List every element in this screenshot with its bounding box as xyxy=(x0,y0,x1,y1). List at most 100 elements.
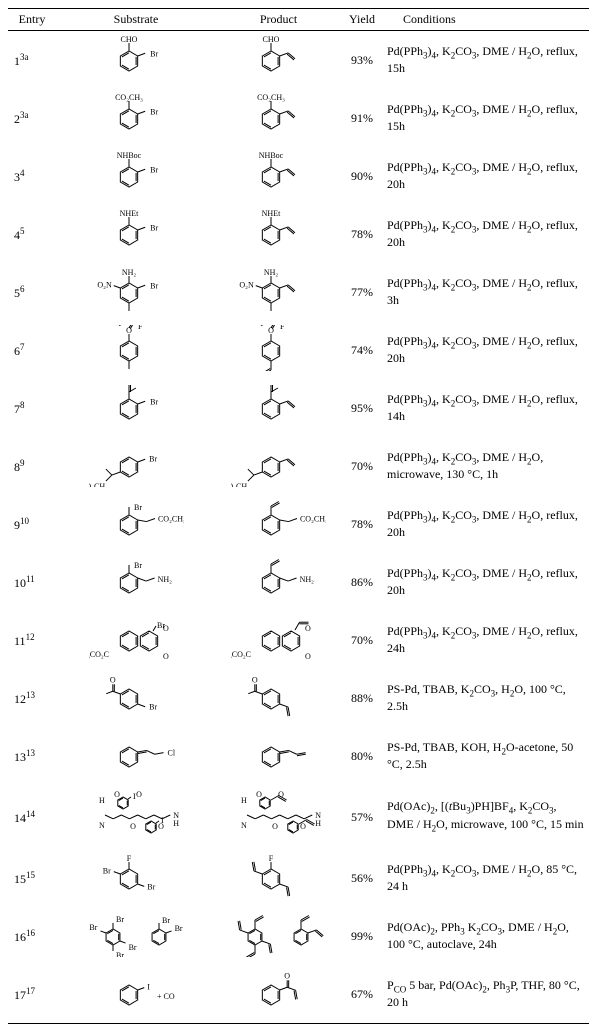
cell-substrate: I + CO xyxy=(56,965,216,1024)
svg-text:Br: Br xyxy=(128,943,136,952)
svg-text:O: O xyxy=(130,822,136,831)
table-row: 1011BrNH₂NH₂86%Pd(PPh3)4, K2CO3, DME / H… xyxy=(8,553,589,611)
svg-text:CO₂CH₃: CO₂CH₃ xyxy=(231,482,250,487)
svg-text:O: O xyxy=(114,790,120,799)
structure-substrate-icon: OBr xyxy=(89,383,184,429)
cell-product: O xyxy=(216,669,341,727)
svg-text:Br: Br xyxy=(150,281,158,290)
table-row: 34NHBocBrNHBoc90%Pd(PPh3)4, K2CO3, DME /… xyxy=(8,147,589,205)
cell-substrate: HNNHIIOOOO xyxy=(56,785,216,849)
cell-substrate: CO₂CH₃Br xyxy=(56,89,216,147)
structure-product-icon: NHBoc xyxy=(231,151,326,197)
table-body: 13aCHOBrCHO93%Pd(PPh3)4, K2CO3, DME / H2… xyxy=(8,31,589,1024)
svg-text:Br: Br xyxy=(150,49,158,58)
svg-text:O: O xyxy=(136,790,142,799)
structure-product-icon: CHO xyxy=(231,35,326,81)
cell-yield: 86% xyxy=(341,553,383,611)
svg-text:H₃CO₂C: H₃CO₂C xyxy=(231,650,251,659)
cell-entry: 1515 xyxy=(8,849,56,907)
cell-entry: 89 xyxy=(8,437,56,495)
cell-product: OFFF xyxy=(216,321,341,379)
cell-product: NHEt xyxy=(216,205,341,263)
svg-text:CO₂CH₃: CO₂CH₃ xyxy=(257,93,285,102)
cell-product: NH₂ xyxy=(216,553,341,611)
svg-text:Br: Br xyxy=(102,867,110,876)
structure-product-icon: CO₂CH₃ xyxy=(231,499,326,545)
svg-text:NH₂: NH₂ xyxy=(121,268,136,277)
svg-text:H: H xyxy=(315,819,321,828)
svg-text:Br: Br xyxy=(149,703,157,712)
structure-substrate-icon: I + CO xyxy=(89,969,184,1015)
svg-text:O₂N: O₂N xyxy=(239,281,254,290)
structure-product-icon: H₃CO₂COO xyxy=(231,615,326,661)
svg-text:Br: Br xyxy=(116,915,124,924)
svg-text:H₃CO₂C: H₃CO₂C xyxy=(89,650,109,659)
cell-yield: 99% xyxy=(341,907,383,965)
svg-text:NH₂: NH₂ xyxy=(300,575,315,584)
col-header-substrate: Substrate xyxy=(56,9,216,31)
cell-conditions: Pd(OAc)2, PPh3 K2CO3, DME / H2O, 100 °C,… xyxy=(383,907,589,965)
table-row: 23aCO₂CH₃BrCO₂CH₃91%Pd(PPh3)4, K2CO3, DM… xyxy=(8,89,589,147)
svg-text:O: O xyxy=(300,822,306,831)
table-row: 89BrCO₂CH₃CO₂CH₃70%Pd(PPh3)4, K2CO3, DME… xyxy=(8,437,589,495)
structure-product-icon: NHEt xyxy=(231,209,326,255)
cell-conditions: PS-Pd, TBAB, K2CO3, H2O, 100 °C, 2.5h xyxy=(383,669,589,727)
structure-product-icon: NH₂O₂NCO₂CH₃ xyxy=(231,267,326,313)
svg-text:CO₂CH₃: CO₂CH₃ xyxy=(157,514,183,523)
cell-substrate: NHBocBr xyxy=(56,147,216,205)
svg-text:N: N xyxy=(99,821,105,830)
cell-yield: 57% xyxy=(341,785,383,849)
structure-product-icon: OFFF xyxy=(231,325,326,371)
cell-substrate: Cl xyxy=(56,727,216,785)
structure-product-icon xyxy=(231,731,326,777)
svg-text:NH₂: NH₂ xyxy=(264,268,279,277)
svg-text:NH₂: NH₂ xyxy=(157,575,172,584)
table-row: 1616BrBrBrBrBrBr99%Pd(OAc)2, PPh3 K2CO3,… xyxy=(8,907,589,965)
cell-entry: 1414 xyxy=(8,785,56,849)
svg-text:O: O xyxy=(109,675,115,684)
cell-yield: 67% xyxy=(341,965,383,1024)
structure-substrate-icon: H₃CO₂COOBr xyxy=(89,615,184,661)
svg-text:CO₂CH₃: CO₂CH₃ xyxy=(115,312,143,313)
svg-text:Br: Br xyxy=(162,916,170,925)
cell-conditions: Pd(PPh3)4, K2CO3, DME / H2O, reflux, 15h xyxy=(383,89,589,147)
table-row: 910BrCO₂CH₃CO₂CH₃78%Pd(PPh3)4, K2CO3, DM… xyxy=(8,495,589,553)
cell-conditions: Pd(PPh3)4, K2CO3, DME / H2O, reflux, 14h xyxy=(383,379,589,437)
structure-product-icon: CO₂CH₃ xyxy=(231,93,326,139)
cell-yield: 70% xyxy=(341,437,383,495)
cell-entry: 67 xyxy=(8,321,56,379)
cell-yield: 88% xyxy=(341,669,383,727)
svg-text:NHBoc: NHBoc xyxy=(259,151,284,160)
cell-conditions: PCO 5 bar, Pd(OAc)2, Ph3P, THF, 80 °C, 2… xyxy=(383,965,589,1024)
svg-text:O: O xyxy=(163,652,169,661)
svg-text:F: F xyxy=(138,325,143,331)
svg-text:CO₂CH₃: CO₂CH₃ xyxy=(115,93,143,102)
svg-text:O₂N: O₂N xyxy=(97,281,112,290)
cell-substrate: FBrBr xyxy=(56,849,216,907)
svg-text:+ CO: + CO xyxy=(157,992,175,1001)
cell-yield: 77% xyxy=(341,263,383,321)
cell-product: CO₂CH₃ xyxy=(216,89,341,147)
svg-text:Br: Br xyxy=(157,621,165,630)
col-header-yield: Yield xyxy=(341,9,383,31)
svg-text:H: H xyxy=(173,819,179,828)
cell-product: NHBoc xyxy=(216,147,341,205)
svg-text:Br: Br xyxy=(149,454,157,463)
cell-yield: 78% xyxy=(341,495,383,553)
svg-text:Br: Br xyxy=(134,561,142,570)
cell-entry: 1616 xyxy=(8,907,56,965)
table-row: 13aCHOBrCHO93%Pd(PPh3)4, K2CO3, DME / H2… xyxy=(8,31,589,90)
svg-text:O: O xyxy=(126,383,132,385)
cell-entry: 23a xyxy=(8,89,56,147)
cell-substrate: CHOBr xyxy=(56,31,216,90)
table-row: 56NH₂O₂NCO₂CH₃BrNH₂O₂NCO₂CH₃77%Pd(PPh3)4… xyxy=(8,263,589,321)
cell-conditions: Pd(PPh3)4, K2CO3, DME / H2O, reflux, 20h xyxy=(383,321,589,379)
structure-substrate-icon: FBrBr xyxy=(89,853,184,899)
table-row: 1112H₃CO₂COOBrH₃CO₂COO70%Pd(PPh3)4, K2CO… xyxy=(8,611,589,669)
cell-entry: 1112 xyxy=(8,611,56,669)
table-row: 1313Cl80%PS-Pd, TBAB, KOH, H2O-acetone, … xyxy=(8,727,589,785)
cell-entry: 13a xyxy=(8,31,56,90)
cell-conditions: Pd(PPh3)4, K2CO3, DME / H2O, reflux, 20h xyxy=(383,495,589,553)
svg-text:O: O xyxy=(268,383,274,385)
svg-text:I: I xyxy=(147,983,150,992)
